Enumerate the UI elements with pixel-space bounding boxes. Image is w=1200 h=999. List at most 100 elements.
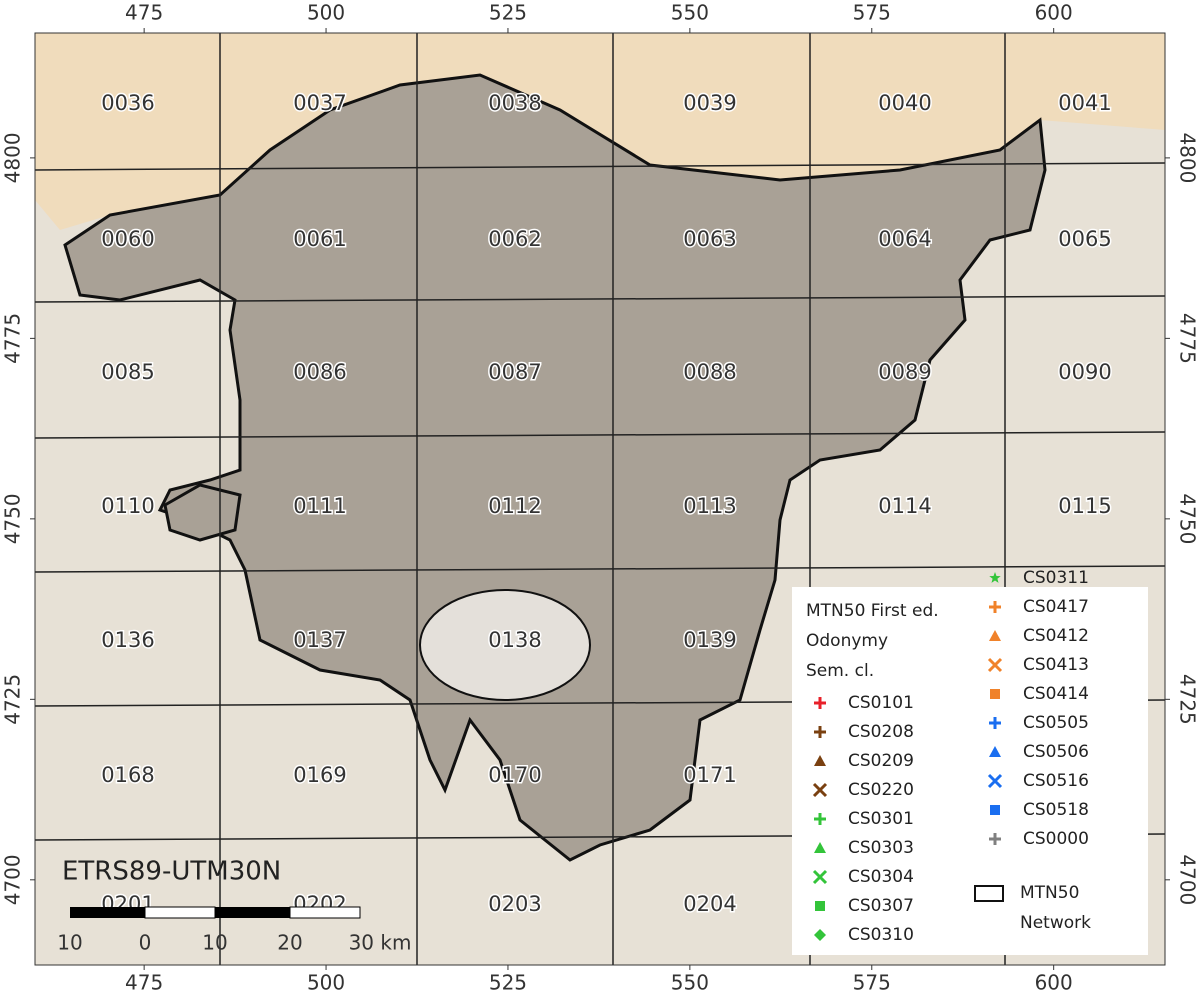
scale-segment — [144, 906, 216, 919]
map-frame — [34, 32, 1166, 966]
legend-symbol — [989, 601, 1001, 613]
legend-label: MTN50 — [1020, 883, 1079, 903]
legend-label: CS0414 — [1023, 684, 1089, 704]
legend-symbol — [815, 901, 825, 911]
y-tick-label: 4700 — [1, 854, 25, 905]
sheet-label: 0039 — [683, 91, 736, 115]
x-tick-label: 475 — [125, 971, 163, 995]
sheet-label: 0168 — [101, 763, 154, 787]
y-tick-label: 4750 — [1176, 493, 1200, 544]
legend-symbol — [814, 755, 826, 766]
sheet-label: 0089 — [878, 360, 931, 384]
scale-segment — [289, 906, 361, 919]
sheet-label: 0088 — [683, 360, 736, 384]
legend-symbol — [814, 929, 826, 941]
sheet-label: 0110 — [101, 494, 154, 518]
sheet-line — [34, 431, 1166, 439]
sheet-label: 0061 — [293, 227, 346, 251]
sheet-label: 0136 — [101, 628, 154, 652]
sheet-label: 0114 — [878, 494, 931, 518]
sheet-label: 0112 — [488, 494, 541, 518]
sheet-label: 0203 — [488, 892, 541, 916]
sheet-label: 0113 — [683, 494, 736, 518]
legend-title: Odonymy — [806, 631, 888, 651]
sheet-label: 0171 — [683, 763, 736, 787]
y-tick-label: 4775 — [1, 313, 25, 364]
y-tick-label: 4775 — [1176, 313, 1200, 364]
sheet-label: 0064 — [878, 227, 931, 251]
scale-label: 10 — [57, 931, 82, 955]
sheet-label: 0204 — [683, 892, 736, 916]
scale-label: 0 — [139, 931, 152, 955]
legend-symbol — [814, 697, 826, 709]
sheet-label: 0085 — [101, 360, 154, 384]
sheet-label: 0115 — [1058, 494, 1111, 518]
sheet-line — [34, 295, 1166, 303]
sheet-line — [34, 162, 1166, 171]
legend-symbol — [814, 813, 826, 825]
y-tick-label: 4725 — [1, 674, 25, 725]
legend-label: CS0413 — [1023, 655, 1089, 675]
legend-label: CS0000 — [1023, 829, 1089, 849]
sheet-label: 0040 — [878, 91, 931, 115]
x-tick-label: 550 — [671, 1, 709, 25]
x-tick-label: 575 — [853, 1, 891, 25]
legend-label: CS0209 — [848, 751, 914, 771]
legend-symbol — [989, 833, 1001, 845]
x-tick-label: 500 — [307, 1, 345, 25]
legend-label: CS0310 — [848, 925, 914, 945]
sheet-label: 0086 — [293, 360, 346, 384]
y-tick-label: 4800 — [1176, 132, 1200, 183]
sheet-label: 0111 — [293, 494, 346, 518]
legend-symbol — [989, 630, 1001, 641]
legend-label: CS0301 — [848, 809, 914, 829]
sheet-label: 0060 — [101, 227, 154, 251]
legend-symbol — [987, 773, 1003, 789]
sheet-label: 0137 — [293, 628, 346, 652]
x-tick-label: 600 — [1035, 1, 1073, 25]
legend-symbol — [989, 717, 1001, 729]
x-tick-label: 525 — [489, 1, 527, 25]
legend-label: Network — [1020, 913, 1091, 933]
sheet-label: 0038 — [488, 91, 541, 115]
legend-symbol — [814, 726, 826, 738]
scale-labels: 10 0 10 20 30 km — [57, 931, 411, 955]
y-tick-label: 4800 — [1, 132, 25, 183]
sheet-label: 0138 — [488, 628, 541, 652]
legend-label: CS0220 — [848, 780, 914, 800]
legend-label: CS0307 — [848, 896, 914, 916]
legend-title: Sem. cl. — [806, 661, 874, 681]
legend-label: CS0412 — [1023, 626, 1089, 646]
legend-label: CS0311 — [1023, 568, 1089, 588]
legend-label: CS0304 — [848, 867, 914, 887]
legend-symbol — [987, 657, 1003, 673]
sheet-label: 0063 — [683, 227, 736, 251]
sheet-label: 0037 — [293, 91, 346, 115]
sheet-label: 0065 — [1058, 227, 1111, 251]
legend-box — [792, 587, 1148, 955]
legend-label: CS0516 — [1023, 771, 1089, 791]
y-tick-label: 4750 — [1, 493, 25, 544]
sheet-label: 0170 — [488, 763, 541, 787]
sheet-labels: 0036 0037 0038 0039 0040 0041 0060 0061 0062 0063… — [100, 90, 1113, 918]
scale-bar — [70, 906, 361, 919]
sheet-label: 0036 — [101, 91, 154, 115]
legend-label: CS0506 — [1023, 742, 1089, 762]
legend-symbol — [814, 842, 826, 853]
legend-network-symbol — [974, 885, 1004, 902]
x-tick-label: 550 — [671, 971, 709, 995]
scale-label: 10 — [202, 931, 227, 955]
legend-label: CS0518 — [1023, 800, 1089, 820]
sea-area — [35, 33, 1165, 230]
sheet-label: 0169 — [293, 763, 346, 787]
legend-label: CS0101 — [848, 693, 914, 713]
legend-symbol — [990, 805, 1000, 815]
enclave — [419, 589, 591, 701]
sheet-label: 0090 — [1058, 360, 1111, 384]
legend-symbol — [990, 689, 1000, 699]
legend-symbol — [989, 572, 1001, 583]
sheet-label: 0087 — [488, 360, 541, 384]
scale-segment — [215, 907, 290, 918]
